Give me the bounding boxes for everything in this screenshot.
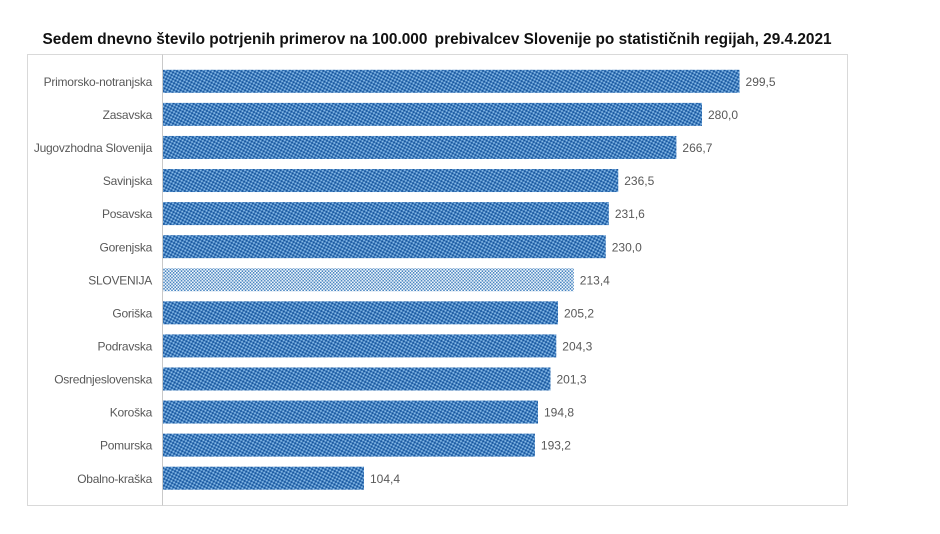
svg-text:Koroška: Koroška xyxy=(110,406,153,420)
svg-text:Jugovzhodna Slovenija: Jugovzhodna Slovenija xyxy=(34,141,153,155)
svg-text:Podravska: Podravska xyxy=(98,340,153,354)
svg-text:213,4: 213,4 xyxy=(580,273,610,287)
svg-text:Obalno-kraška: Obalno-kraška xyxy=(77,472,152,486)
svg-text:Primorsko-notranjska: Primorsko-notranjska xyxy=(44,75,153,89)
svg-text:104,4: 104,4 xyxy=(370,472,400,486)
svg-text:Goriška: Goriška xyxy=(112,306,152,320)
svg-text:193,2: 193,2 xyxy=(541,439,571,453)
svg-text:236,5: 236,5 xyxy=(624,174,654,188)
svg-text:204,3: 204,3 xyxy=(562,340,592,354)
svg-text:Posavska: Posavska xyxy=(102,207,153,221)
svg-text:Gorenjska: Gorenjska xyxy=(100,240,153,254)
svg-text:280,0: 280,0 xyxy=(708,108,738,122)
svg-text:Zasavska: Zasavska xyxy=(103,108,153,122)
svg-text:Sedem dnevno število potrjenih: Sedem dnevno število potrjenih primerov … xyxy=(43,31,833,48)
svg-text:Savinjska: Savinjska xyxy=(103,174,153,188)
svg-text:266,7: 266,7 xyxy=(682,141,712,155)
svg-text:Pomurska: Pomurska xyxy=(100,439,153,453)
svg-text:205,2: 205,2 xyxy=(564,306,594,320)
svg-text:299,5: 299,5 xyxy=(746,75,776,89)
svg-text:231,6: 231,6 xyxy=(615,207,645,221)
svg-text:201,3: 201,3 xyxy=(557,373,587,387)
svg-text:Osrednjeslovenska: Osrednjeslovenska xyxy=(54,373,152,387)
svg-text:230,0: 230,0 xyxy=(612,240,642,254)
svg-text:SLOVENIJA: SLOVENIJA xyxy=(88,273,152,287)
svg-text:194,8: 194,8 xyxy=(544,406,574,420)
